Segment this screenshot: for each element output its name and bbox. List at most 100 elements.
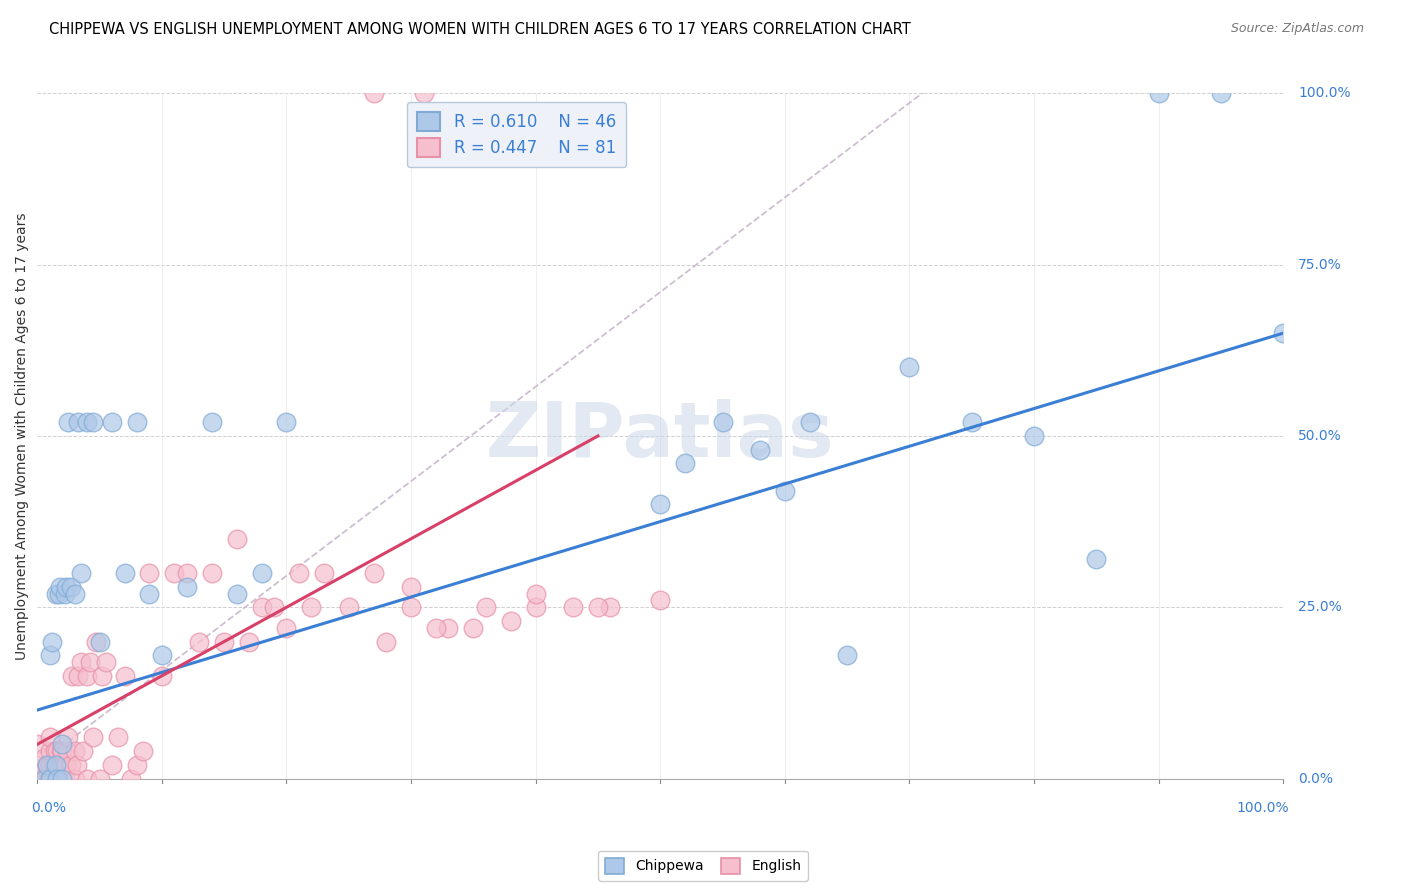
Point (48, 772, 70, 786)
Point (27, 737, 49, 751)
Point (437, 621, 460, 635)
Point (276, 621, 298, 635)
Point (38, 731, 60, 745)
Point (32, 772, 55, 786)
Point (51, 744, 73, 758)
Point (225, 586, 247, 600)
Point (201, 415, 224, 429)
Point (748, 442, 770, 457)
Point (48, 586, 70, 600)
Point (84, 634, 107, 648)
Point (650, 498, 672, 512)
Point (599, 600, 621, 615)
Point (37, 757, 59, 772)
Point (225, 532, 247, 546)
Point (299, 600, 322, 615)
Point (114, 669, 136, 683)
Point (499, 614, 522, 628)
Point (524, 600, 547, 615)
Point (51, 737, 73, 751)
Point (562, 600, 585, 615)
Point (101, 757, 124, 772)
Point (1272, 326, 1295, 341)
Point (94, 655, 117, 669)
Point (176, 580, 198, 594)
Point (32, 751, 55, 765)
Legend: R = 0.610    N = 46, R = 0.447    N = 81: R = 0.610 N = 46, R = 0.447 N = 81 (406, 102, 626, 167)
Point (72, 744, 94, 758)
Point (176, 566, 198, 580)
Point (250, 566, 273, 580)
Point (82, 731, 104, 745)
Point (38, 772, 60, 786)
Point (55, 757, 77, 772)
Point (132, 744, 155, 758)
Text: CHIPPEWA VS ENGLISH UNEMPLOYMENT AMONG WOMEN WITH CHILDREN AGES 6 TO 17 YEARS CO: CHIPPEWA VS ENGLISH UNEMPLOYMENT AMONG W… (49, 22, 911, 37)
Point (46, 772, 69, 786)
Point (38, 757, 60, 772)
Text: 100.0%: 100.0% (1237, 800, 1289, 814)
Point (67, 415, 90, 429)
Point (1147, 87, 1170, 101)
Point (114, 566, 136, 580)
Point (586, 600, 609, 615)
Point (79, 655, 101, 669)
Point (70, 655, 93, 669)
Point (201, 566, 224, 580)
Point (650, 593, 672, 607)
Point (35, 772, 58, 786)
Point (58, 415, 80, 429)
Text: 50.0%: 50.0% (1298, 429, 1341, 443)
Text: Source: ZipAtlas.com: Source: ZipAtlas.com (1230, 22, 1364, 36)
Point (49, 580, 72, 594)
Point (425, 621, 447, 635)
Point (91, 669, 114, 683)
Point (38, 648, 60, 663)
Point (59, 757, 82, 772)
Point (363, 87, 385, 101)
Point (51, 772, 73, 786)
Point (44, 744, 66, 758)
Point (250, 600, 273, 615)
Point (60, 669, 83, 683)
Point (337, 600, 360, 615)
Point (38, 772, 60, 786)
Point (288, 566, 311, 580)
Point (38, 744, 60, 758)
Point (51, 757, 73, 772)
Point (37, 757, 59, 772)
Point (524, 586, 547, 600)
Point (107, 731, 129, 745)
Point (399, 600, 422, 615)
Point (835, 648, 858, 663)
Point (63, 744, 86, 758)
Point (799, 415, 821, 429)
Text: 0.0%: 0.0% (1298, 772, 1333, 786)
Point (89, 772, 111, 786)
Point (276, 415, 298, 429)
Point (56, 744, 79, 758)
Point (27, 757, 49, 772)
Text: 0.0%: 0.0% (31, 800, 66, 814)
Point (463, 621, 485, 635)
Point (41, 772, 63, 786)
Point (125, 415, 148, 429)
Point (45, 586, 67, 600)
Point (150, 648, 173, 663)
Point (773, 483, 796, 498)
Point (76, 772, 98, 786)
Point (212, 634, 235, 648)
Point (76, 415, 98, 429)
Point (53, 586, 76, 600)
Legend: Chippewa, English: Chippewa, English (598, 851, 808, 880)
Point (46, 744, 69, 758)
Point (412, 87, 434, 101)
Point (38, 772, 60, 786)
Point (70, 566, 93, 580)
Point (66, 757, 89, 772)
Point (711, 415, 734, 429)
Point (960, 415, 983, 429)
Point (263, 600, 285, 615)
Point (120, 772, 142, 786)
Point (45, 772, 67, 786)
